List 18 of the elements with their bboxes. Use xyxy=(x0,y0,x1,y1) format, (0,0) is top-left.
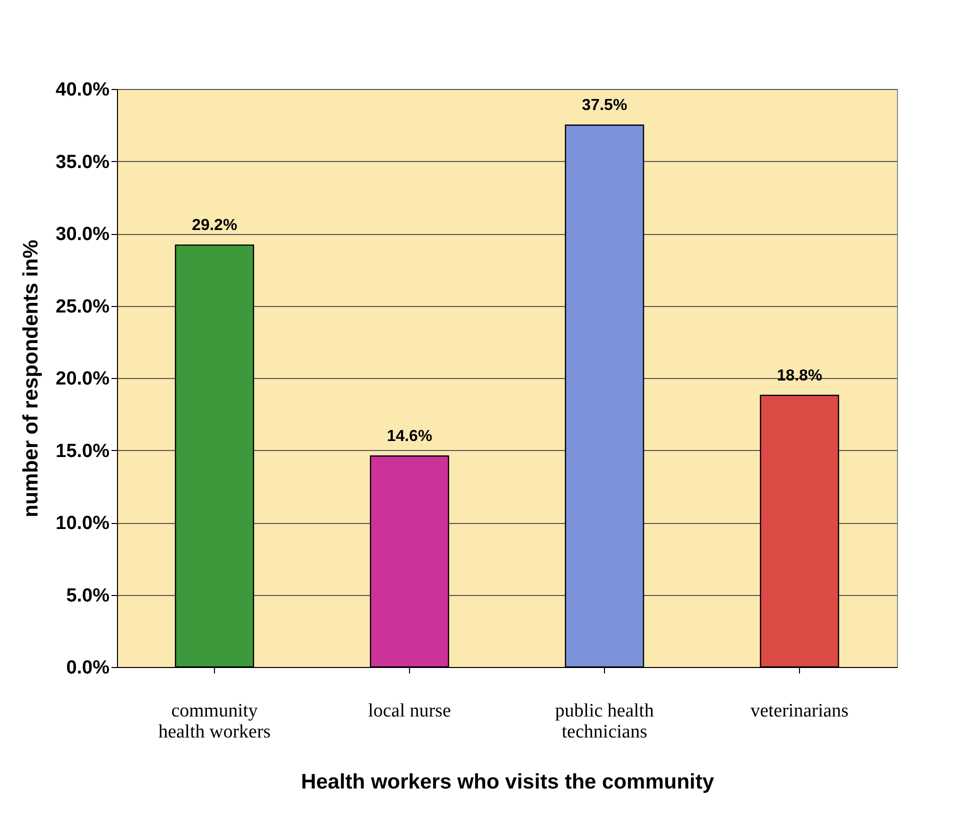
y-axis-title: number of respondents in% xyxy=(20,239,43,518)
x-tick-label: community health workers xyxy=(158,700,271,742)
y-tick-label: 30.0% xyxy=(56,224,110,245)
y-tick-label: 40.0% xyxy=(56,80,110,100)
y-tick-label: 20.0% xyxy=(56,368,110,390)
y-tick-label: 35.0% xyxy=(56,152,110,173)
y-tick-label: 10.0% xyxy=(56,513,110,534)
y-tick-label: 5.0% xyxy=(66,585,110,606)
data-label: 29.2% xyxy=(192,217,238,234)
y-tick-label: 15.0% xyxy=(56,440,110,462)
x-axis-title: Health workers who visits the community xyxy=(300,770,714,794)
x-tick-label: local nurse xyxy=(368,700,451,722)
data-label: 37.5% xyxy=(582,97,628,114)
y-tick-label: 25.0% xyxy=(56,296,110,318)
data-label: 14.6% xyxy=(386,428,432,446)
x-tick-label: public health technicians xyxy=(555,700,654,742)
y-tick-label: 0.0% xyxy=(66,658,110,678)
x-tick-label: veterinarians xyxy=(750,700,849,722)
